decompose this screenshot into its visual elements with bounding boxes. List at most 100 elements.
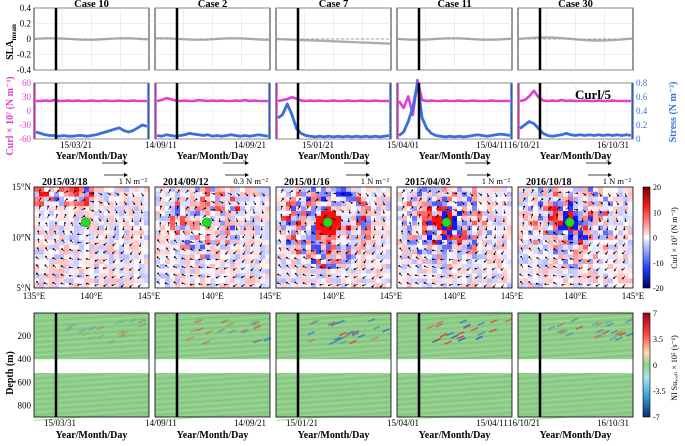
curl-cell bbox=[139, 196, 145, 202]
wind-vector-head bbox=[137, 276, 140, 279]
wind-vector-head bbox=[599, 220, 601, 222]
wind-vector-head bbox=[622, 244, 625, 247]
curl-cell bbox=[376, 278, 382, 284]
wind-vector-head bbox=[371, 285, 374, 288]
curl-cell bbox=[134, 191, 140, 197]
curl-cell bbox=[99, 273, 105, 279]
map-ytick: 5°N bbox=[16, 283, 31, 293]
curl-cell bbox=[482, 249, 488, 255]
wind-vector-head bbox=[204, 192, 207, 195]
curl-cell bbox=[240, 196, 246, 202]
curl-cell bbox=[39, 268, 45, 274]
curl-cell bbox=[497, 235, 503, 241]
wind-vector-head bbox=[157, 239, 159, 242]
wind-vector-head bbox=[468, 228, 471, 231]
map-xtick: 145°E bbox=[380, 291, 403, 301]
wind-vector-head bbox=[286, 272, 289, 275]
curl-cell bbox=[578, 254, 584, 260]
curl-cell bbox=[623, 235, 629, 241]
curl-cell bbox=[573, 196, 579, 202]
curl-cell bbox=[220, 254, 226, 260]
curl-cell bbox=[477, 273, 483, 279]
wind-vector-head bbox=[259, 244, 262, 247]
curl-cell bbox=[452, 249, 458, 255]
curl-series bbox=[36, 98, 147, 103]
curl-cell bbox=[54, 268, 60, 274]
wind-vector-head bbox=[567, 199, 570, 202]
curl-cell bbox=[260, 225, 266, 231]
curl-cell bbox=[613, 254, 619, 260]
wind-vector-head bbox=[66, 198, 68, 201]
curl-cell bbox=[240, 263, 246, 270]
curl-cell bbox=[573, 191, 579, 197]
curl-cell bbox=[371, 239, 377, 246]
curl-cell bbox=[144, 196, 150, 202]
curl-cell bbox=[160, 196, 166, 202]
wind-vector-head bbox=[294, 281, 297, 284]
curl-cell bbox=[79, 215, 85, 221]
curl-cell bbox=[235, 283, 241, 289]
curl-cell bbox=[417, 215, 423, 221]
curl-cell bbox=[291, 225, 297, 231]
curl-cell bbox=[563, 254, 569, 260]
ni-stripe bbox=[275, 341, 392, 351]
curl-cell bbox=[351, 235, 357, 241]
wind-vector-head bbox=[457, 243, 460, 246]
curl-cell bbox=[558, 283, 564, 289]
curl-cell bbox=[366, 206, 372, 212]
wind-vector-head bbox=[536, 256, 539, 259]
curl-cell bbox=[457, 187, 463, 193]
curl-cell bbox=[407, 206, 413, 212]
curl-cell bbox=[129, 273, 135, 279]
curl-cell bbox=[119, 239, 125, 246]
wind-vector-head bbox=[438, 199, 441, 202]
curl-cell bbox=[210, 259, 216, 265]
curl-cell bbox=[165, 211, 171, 217]
curl-xlabel: Year/Month/Day bbox=[298, 151, 370, 162]
curl-cell bbox=[497, 278, 503, 284]
curl-cell bbox=[185, 273, 191, 279]
curl-cell bbox=[432, 263, 438, 270]
wind-vector-head bbox=[522, 189, 525, 191]
wind-vector-head bbox=[252, 220, 255, 222]
curl-cell bbox=[518, 278, 524, 284]
curl-cell bbox=[457, 230, 463, 236]
curl-cell bbox=[175, 206, 181, 212]
curl-cell bbox=[346, 211, 352, 217]
curl-cell bbox=[260, 244, 266, 250]
wind-vector-head bbox=[92, 209, 94, 212]
curl-cell bbox=[578, 235, 584, 241]
curl-cell bbox=[568, 273, 574, 279]
wind-vector-head bbox=[578, 275, 581, 278]
curl-cell bbox=[296, 196, 302, 202]
curl-cell bbox=[361, 220, 367, 226]
curl-cell bbox=[603, 244, 609, 250]
ni-streak bbox=[137, 318, 145, 324]
curl-cell bbox=[170, 191, 176, 197]
curl-cell bbox=[533, 230, 539, 236]
curl-cell bbox=[618, 191, 624, 197]
curl-cell bbox=[160, 249, 166, 255]
curl-cell bbox=[457, 273, 463, 279]
curl-cell bbox=[225, 263, 231, 270]
ni-stripe bbox=[275, 401, 392, 411]
curl-cell bbox=[628, 187, 634, 193]
curl-cell bbox=[190, 220, 196, 226]
curl-cell bbox=[34, 196, 40, 202]
curl-cell bbox=[49, 273, 55, 279]
wind-vector-head bbox=[608, 203, 611, 206]
curl-cell bbox=[427, 268, 433, 274]
curl-cell bbox=[124, 235, 130, 241]
curl-cell bbox=[240, 215, 246, 221]
curl-cell bbox=[618, 211, 624, 217]
curl-cell bbox=[190, 268, 196, 274]
curl-cell bbox=[99, 263, 105, 270]
curl-cell bbox=[402, 278, 408, 284]
wind-vector-head bbox=[45, 247, 48, 250]
curl-cell bbox=[361, 230, 367, 236]
sla-panel bbox=[154, 7, 271, 71]
curl-cell bbox=[255, 273, 261, 279]
time-arrow-head bbox=[487, 161, 491, 165]
ni-streak bbox=[547, 325, 556, 331]
curl-cell bbox=[44, 278, 50, 284]
